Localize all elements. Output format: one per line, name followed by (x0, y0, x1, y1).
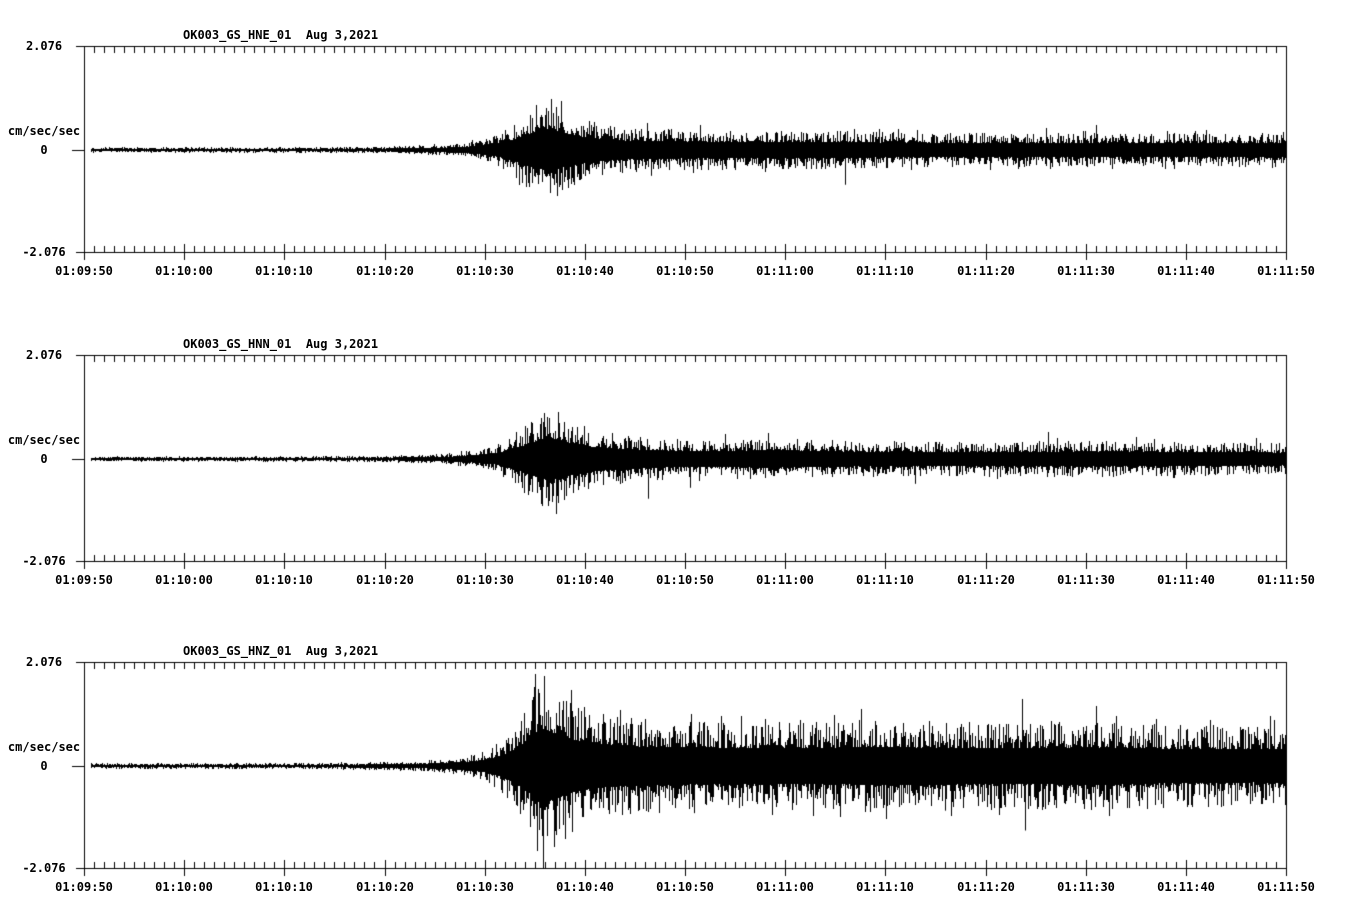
y-axis-units-label: cm/sec/sec (7, 124, 81, 138)
x-tick-label: 01:11:00 (756, 880, 814, 894)
x-tick-label: 01:11:00 (756, 573, 814, 587)
x-tick-label: 01:11:50 (1257, 573, 1315, 587)
x-tick-label: 01:10:40 (556, 880, 614, 894)
x-tick-label: 01:09:50 (55, 264, 113, 278)
x-tick-label: 01:11:40 (1157, 880, 1215, 894)
x-tick-label: 01:10:30 (456, 264, 514, 278)
x-tick-label: 01:10:00 (155, 264, 213, 278)
x-tick-label: 01:11:20 (957, 573, 1015, 587)
y-axis-max-label: 2.076 (25, 39, 63, 53)
x-axis-label-row: 01:09:50 01:10:00 01:10:10 01:10:20 01:10:30… (0, 264, 1358, 280)
y-axis-max-label: 2.076 (25, 655, 63, 669)
x-tick-label: 01:11:20 (957, 880, 1015, 894)
x-tick-label: 01:11:00 (756, 264, 814, 278)
x-tick-label: 01:11:50 (1257, 264, 1315, 278)
x-tick-label: 01:09:50 (55, 573, 113, 587)
seismogram-panel-hnn: OK003_GS_HNN_01 Aug 3,2021 2.076 cm/sec/… (0, 337, 1358, 587)
x-tick-label: 01:10:10 (255, 880, 313, 894)
x-tick-label: 01:11:40 (1157, 573, 1215, 587)
x-tick-label: 01:10:10 (255, 573, 313, 587)
x-tick-label: 01:10:30 (456, 573, 514, 587)
x-tick-label: 01:11:20 (957, 264, 1015, 278)
x-tick-label: 01:10:00 (155, 880, 213, 894)
y-axis-zero-label: 0 (40, 759, 48, 773)
x-axis-label-row: 01:09:50 01:10:00 01:10:10 01:10:20 01:10:30… (0, 573, 1358, 589)
y-axis-zero-label: 0 (40, 452, 48, 466)
y-axis-zero-label: 0 (40, 143, 48, 157)
x-tick-label: 01:11:10 (856, 264, 914, 278)
x-tick-label: 01:10:00 (155, 573, 213, 587)
x-axis-label-row: 01:09:50 01:10:00 01:10:10 01:10:20 01:10:30… (0, 880, 1358, 896)
x-tick-label: 01:11:40 (1157, 264, 1215, 278)
y-axis-min-label: -2.076 (22, 861, 66, 875)
x-tick-label: 01:10:30 (456, 880, 514, 894)
y-axis-units-label: cm/sec/sec (7, 433, 81, 447)
panel-title: OK003_GS_HNE_01 Aug 3,2021 (183, 28, 379, 42)
x-tick-label: 01:11:10 (856, 880, 914, 894)
x-tick-label: 01:10:10 (255, 264, 313, 278)
y-axis-min-label: -2.076 (22, 554, 66, 568)
x-tick-label: 01:10:40 (556, 573, 614, 587)
x-tick-label: 01:10:50 (656, 264, 714, 278)
y-axis-min-label: -2.076 (22, 245, 66, 259)
x-tick-label: 01:09:50 (55, 880, 113, 894)
x-tick-label: 01:11:30 (1057, 880, 1115, 894)
x-tick-label: 01:10:40 (556, 264, 614, 278)
seismogram-panel-hnz: OK003_GS_HNZ_01 Aug 3,2021 2.076 cm/sec/… (0, 644, 1358, 894)
x-tick-label: 01:11:30 (1057, 573, 1115, 587)
y-axis-max-label: 2.076 (25, 348, 63, 362)
x-tick-label: 01:10:50 (656, 573, 714, 587)
x-tick-label: 01:11:50 (1257, 880, 1315, 894)
seismogram-panel-hne: OK003_GS_HNE_01 Aug 3,2021 2.076 cm/sec/… (0, 28, 1358, 278)
x-tick-label: 01:11:30 (1057, 264, 1115, 278)
x-tick-label: 01:11:10 (856, 573, 914, 587)
y-axis-units-label: cm/sec/sec (7, 740, 81, 754)
panel-title: OK003_GS_HNZ_01 Aug 3,2021 (183, 644, 379, 658)
x-tick-label: 01:10:20 (356, 573, 414, 587)
x-tick-label: 01:10:20 (356, 264, 414, 278)
x-tick-label: 01:10:50 (656, 880, 714, 894)
panel-title: OK003_GS_HNN_01 Aug 3,2021 (183, 337, 379, 351)
x-tick-label: 01:10:20 (356, 880, 414, 894)
